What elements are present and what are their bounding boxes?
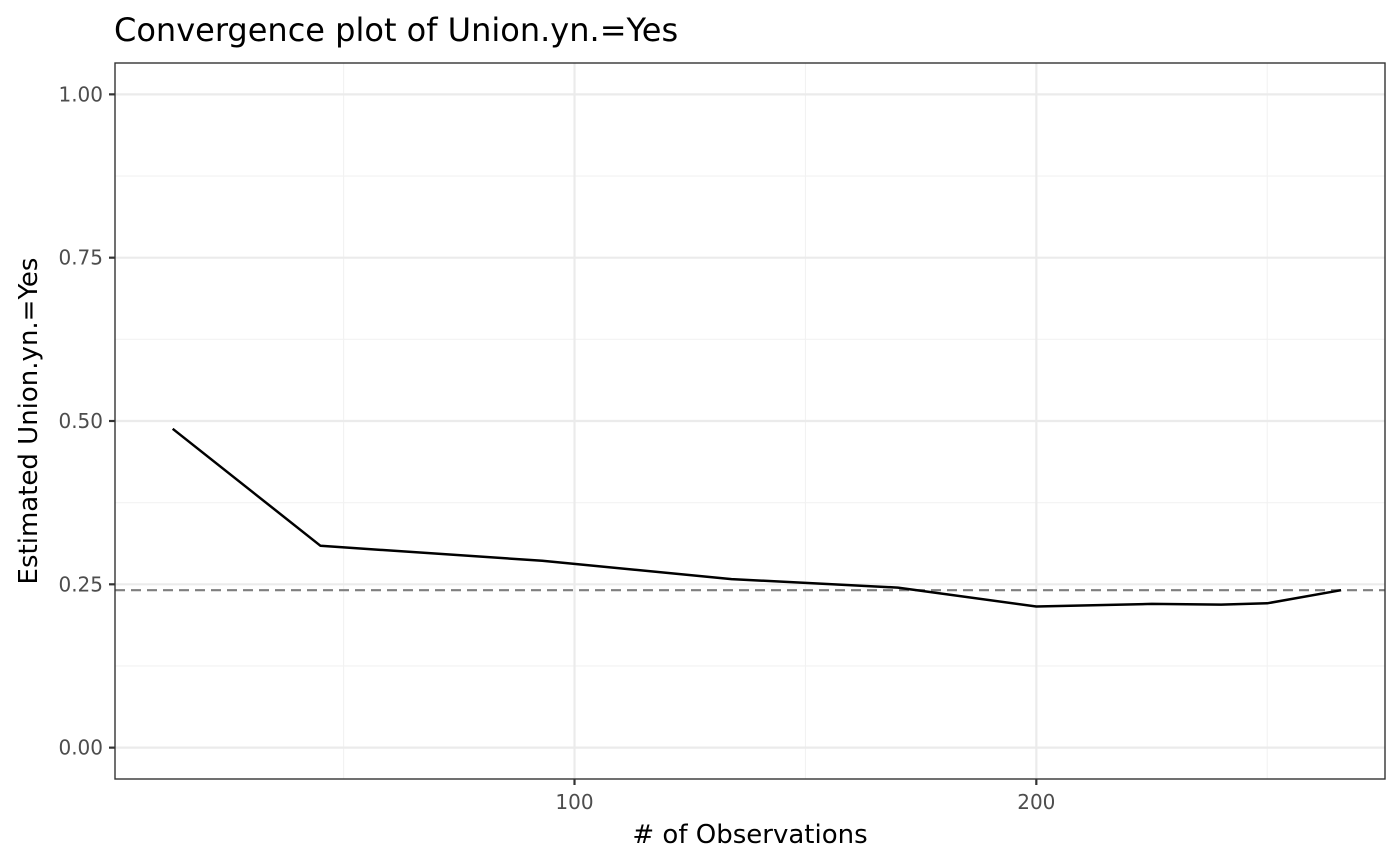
- y-tick-label: 0.25: [58, 572, 103, 596]
- x-axis-title: # of Observations: [632, 820, 867, 850]
- major-gridlines: [115, 63, 1385, 779]
- chart-title: Convergence plot of Union.yn.=Yes: [114, 11, 678, 49]
- series-line: [171, 427, 1342, 608]
- y-axis: 0.00 0.25 0.50 0.75 1.00: [58, 82, 115, 760]
- x-tick-label: 100: [555, 790, 593, 814]
- minor-gridlines: [115, 63, 1385, 779]
- x-axis: 100 200: [555, 779, 1055, 814]
- y-tick-label: 0.50: [58, 409, 103, 433]
- y-tick-label: 0.00: [58, 736, 103, 760]
- x-tick-label: 200: [1017, 790, 1055, 814]
- y-axis-title: Estimated Union.yn.=Yes: [14, 258, 44, 585]
- y-tick-label: 0.75: [58, 246, 103, 270]
- series-layer: [171, 427, 1342, 608]
- y-tick-label: 1.00: [58, 82, 103, 106]
